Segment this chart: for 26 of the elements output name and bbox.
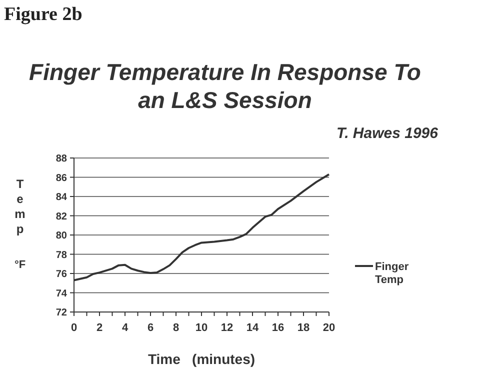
x-axis-title: Time (minutes) bbox=[148, 351, 256, 367]
y-tick-label: 82 bbox=[56, 211, 68, 222]
legend-label: Finger Temp bbox=[375, 260, 410, 286]
x-tick-label: 16 bbox=[272, 322, 284, 334]
y-tick-label: 86 bbox=[56, 172, 68, 184]
x-tick-label: 20 bbox=[322, 322, 336, 334]
caption: Figure 2b bbox=[4, 4, 82, 25]
x-tick-label: 4 bbox=[122, 322, 129, 334]
x-tick-label: 12 bbox=[220, 322, 234, 334]
x-tick-label: 10 bbox=[195, 322, 208, 334]
y-tick-label: 76 bbox=[56, 269, 68, 280]
y-tick-label: 84 bbox=[56, 192, 68, 203]
x-tick-label: 14 bbox=[246, 322, 260, 334]
y-tick-label: 78 bbox=[56, 250, 68, 261]
text: T. Hawes 1996 bbox=[336, 125, 439, 142]
x-tick-label: 2 bbox=[96, 322, 103, 334]
x-tick-label: 6 bbox=[147, 322, 154, 334]
text: Temp °F bbox=[14, 177, 26, 271]
y-tick-label: 72 bbox=[56, 308, 68, 318]
chart-title: Finger Temperature In Response To an L&S Session bbox=[29, 59, 421, 113]
x-tick-label: 8 bbox=[172, 322, 180, 334]
y-tick-label: 80 bbox=[56, 230, 68, 242]
x-tick-label: 18 bbox=[297, 322, 310, 334]
x-tick-label: 0 bbox=[70, 322, 78, 334]
y-tick-label: 74 bbox=[56, 288, 68, 300]
y-tick-label: 88 bbox=[56, 154, 68, 164]
